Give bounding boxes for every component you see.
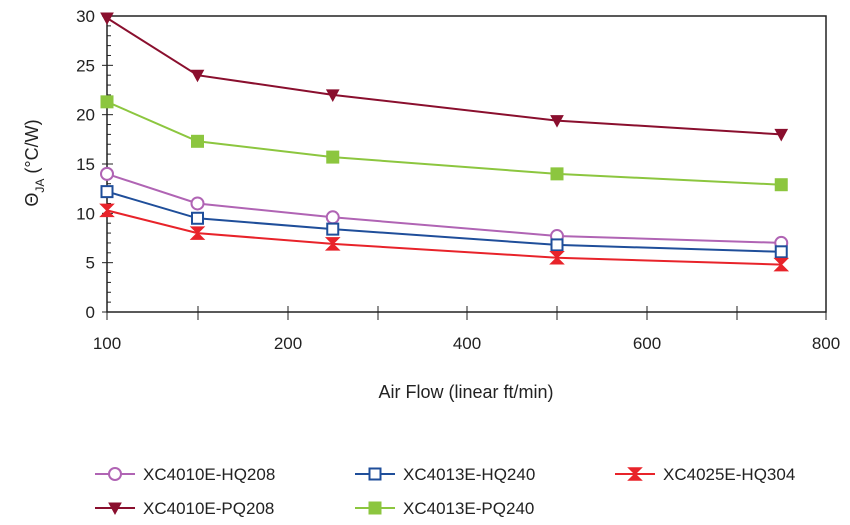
legend-label: XC4013E-HQ240 [403, 465, 535, 484]
data-point [190, 196, 205, 211]
data-point [774, 245, 788, 259]
series-line [106, 172, 782, 244]
legend-item: XC4013E-PQ240 [355, 499, 534, 518]
legend-item: XC4010E-HQ208 [95, 465, 275, 484]
data-point [550, 238, 564, 252]
y-tick-label: 5 [86, 254, 95, 273]
x-tick-label: 400 [453, 334, 481, 353]
legend-label: XC4010E-PQ208 [143, 499, 274, 518]
data-point [549, 250, 565, 265]
series-xc4010e-pq208 [100, 12, 789, 142]
legend-label: XC4025E-HQ304 [663, 465, 795, 484]
y-tick-label: 15 [76, 155, 95, 174]
legend-label: XC4010E-HQ208 [143, 465, 275, 484]
y-tick-label: 10 [76, 204, 95, 223]
data-point [773, 257, 790, 272]
data-point [100, 12, 114, 26]
data-point [325, 210, 340, 225]
y-axis-title-symbol: Θ [22, 193, 42, 207]
y-axis-title-unit: (°C/W) [22, 119, 42, 178]
legend-swatch-marker [368, 467, 382, 481]
x-tick-label: 200 [274, 334, 302, 353]
y-tick-label: 20 [76, 106, 95, 125]
data-point [550, 115, 564, 128]
legend-swatch-marker [627, 467, 643, 481]
data-point [325, 89, 340, 102]
plot-area [106, 15, 827, 313]
data-point [326, 222, 340, 236]
legend-item: XC4010E-PQ208 [95, 499, 274, 518]
x-tick-label: 800 [812, 334, 840, 353]
series-line [106, 100, 782, 186]
data-point [99, 203, 115, 218]
legend-swatch-marker [108, 502, 122, 516]
x-axis: 100 200 400 600 800 [93, 306, 840, 353]
y-axis-title: ΘJA (°C/W) [22, 119, 47, 206]
y-tick-label: 0 [86, 303, 95, 322]
data-point [326, 150, 340, 164]
series-xc4013e-hq240 [100, 185, 788, 259]
legend-label: XC4013E-PQ240 [403, 499, 534, 518]
legend-item: XC4025E-HQ304 [615, 465, 795, 484]
x-tick-label: 600 [633, 334, 661, 353]
data-point [191, 134, 204, 148]
data-point [324, 237, 341, 251]
legend: XC4010E-HQ208 XC4013E-HQ240 XC4025E-HQ304 X… [95, 465, 795, 518]
series-xc4013e-pq240 [100, 95, 788, 192]
data-point [100, 95, 114, 109]
x-tick-label: 100 [93, 334, 121, 353]
data-point [189, 226, 206, 240]
data-point [774, 128, 789, 142]
series-line [106, 190, 782, 253]
legend-item: XC4013E-HQ240 [355, 465, 535, 484]
series-line [106, 17, 782, 136]
legend-swatch-marker [368, 501, 382, 515]
series-xc4025e-hq304 [99, 203, 790, 272]
y-tick-label: 25 [76, 56, 95, 75]
data-point [774, 178, 788, 192]
data-point [191, 211, 204, 225]
data-point [190, 69, 205, 83]
series-group [99, 12, 790, 272]
y-tick-label: 30 [76, 7, 95, 26]
legend-swatch-marker [108, 467, 122, 481]
plot-border [106, 15, 827, 313]
data-point [100, 185, 114, 199]
data-point [550, 167, 564, 181]
data-point [100, 166, 114, 181]
y-axis-title-subscript: JA [33, 179, 47, 193]
x-axis-title: Air Flow (linear ft/min) [378, 382, 553, 402]
